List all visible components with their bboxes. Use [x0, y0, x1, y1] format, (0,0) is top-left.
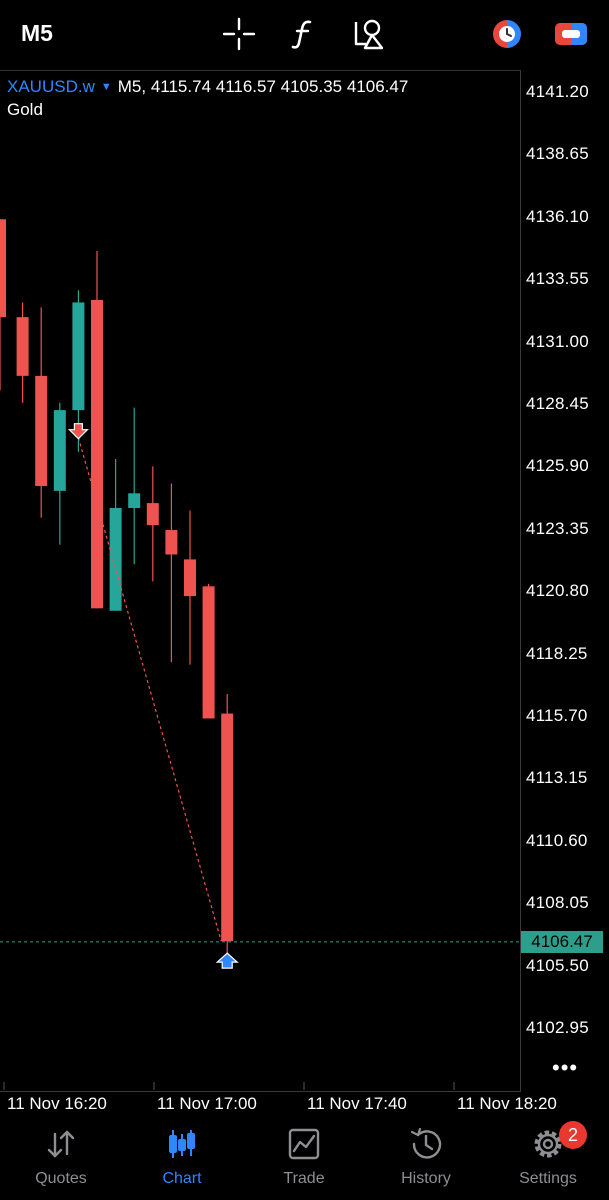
price-tick-label: 4133.55	[526, 269, 589, 289]
quotes-icon	[47, 1130, 75, 1158]
candle-body	[0, 219, 6, 318]
buy-arrow-icon	[215, 952, 239, 969]
indicators-icon[interactable]	[286, 16, 322, 52]
price-tick-label: 4138.65	[526, 144, 589, 164]
candle-body	[128, 493, 141, 508]
one-click-trading-icon[interactable]	[489, 16, 525, 52]
ohlc-values: 4115.74 4116.57 4105.35 4106.47	[150, 77, 409, 96]
candle-body	[16, 317, 29, 376]
price-tick-label: 4102.95	[526, 1018, 589, 1037]
price-tick-label: 4123.35	[526, 518, 589, 538]
candle-body	[72, 302, 85, 411]
sell-arrow-icon	[67, 423, 89, 440]
tab-trade[interactable]: Trade	[249, 1118, 359, 1200]
tab-label: Settings	[519, 1170, 577, 1187]
price-tick-label: 4141.20	[526, 82, 589, 101]
tab-label: Chart	[162, 1170, 202, 1187]
more-icon[interactable]: •••	[552, 1055, 579, 1080]
tab-quotes[interactable]: Quotes	[6, 1118, 116, 1200]
price-tick-label: 4118.25	[526, 643, 588, 663]
candle-body	[146, 503, 159, 526]
candle-body	[184, 559, 196, 597]
candle-body	[53, 410, 66, 491]
time-tick-label: 11 Nov 18:20	[457, 1094, 557, 1113]
time-tick-label: 11 Nov 17:40	[307, 1094, 407, 1113]
symbol-selector[interactable]: XAUUSD.w	[7, 77, 95, 96]
crosshair-icon[interactable]	[221, 16, 257, 52]
price-tick-label: 4110.60	[526, 830, 588, 850]
price-tick-label: 4115.70	[526, 706, 588, 725]
tab-history[interactable]: History	[371, 1118, 481, 1200]
history-icon	[410, 1127, 442, 1159]
chart-area[interactable]	[0, 70, 521, 1092]
price-tick-label: 4105.50	[526, 955, 589, 975]
chart-header: XAUUSD.w ▼ M5, 4115.74 4116.57 4105.35 410…	[7, 77, 409, 96]
price-tick-label: 4120.80	[526, 581, 589, 601]
connection-icon[interactable]	[553, 16, 589, 52]
settings-notification-badge: 2	[559, 1121, 587, 1149]
candle-body	[202, 586, 215, 719]
timeframe-label: M5	[117, 77, 142, 96]
candlestick-plot	[0, 219, 520, 1090]
candle-body	[221, 713, 234, 942]
price-tick-label: 4108.05	[526, 893, 589, 913]
top-toolbar: M5	[0, 0, 609, 70]
candle-body	[165, 530, 178, 555]
time-tick-label: 11 Nov 17:00	[157, 1094, 257, 1113]
tab-label: History	[401, 1170, 451, 1187]
trade-icon	[288, 1128, 320, 1160]
tab-chart[interactable]: Chart	[127, 1118, 237, 1200]
price-tick-label: 4131.00	[526, 331, 589, 351]
candle-body	[109, 508, 122, 611]
candle-body	[35, 375, 48, 486]
price-tick-label: 4113.15	[526, 768, 588, 788]
price-tick-label: 4136.10	[526, 206, 589, 226]
objects-icon[interactable]	[352, 16, 388, 52]
timeframe-button[interactable]: M5	[21, 20, 53, 46]
tab-label: Quotes	[35, 1170, 87, 1187]
symbol-description: Gold	[7, 100, 43, 119]
chart-icon	[169, 1130, 195, 1158]
current-price-label: 4106.47	[521, 931, 603, 953]
price-tick-label: 4128.45	[526, 394, 589, 413]
candle-body	[91, 300, 103, 609]
tab-settings[interactable]: Settings	[493, 1118, 603, 1200]
bottom-tab-bar: Quotes Chart Trade History	[0, 1118, 609, 1200]
price-tick-label: 4125.90	[526, 456, 589, 476]
chevron-down-icon[interactable]: ▼	[100, 81, 112, 93]
settings-icon	[534, 1130, 562, 1158]
tab-label: Trade	[283, 1170, 325, 1187]
time-tick-label: 11 Nov 16:20	[7, 1094, 107, 1113]
